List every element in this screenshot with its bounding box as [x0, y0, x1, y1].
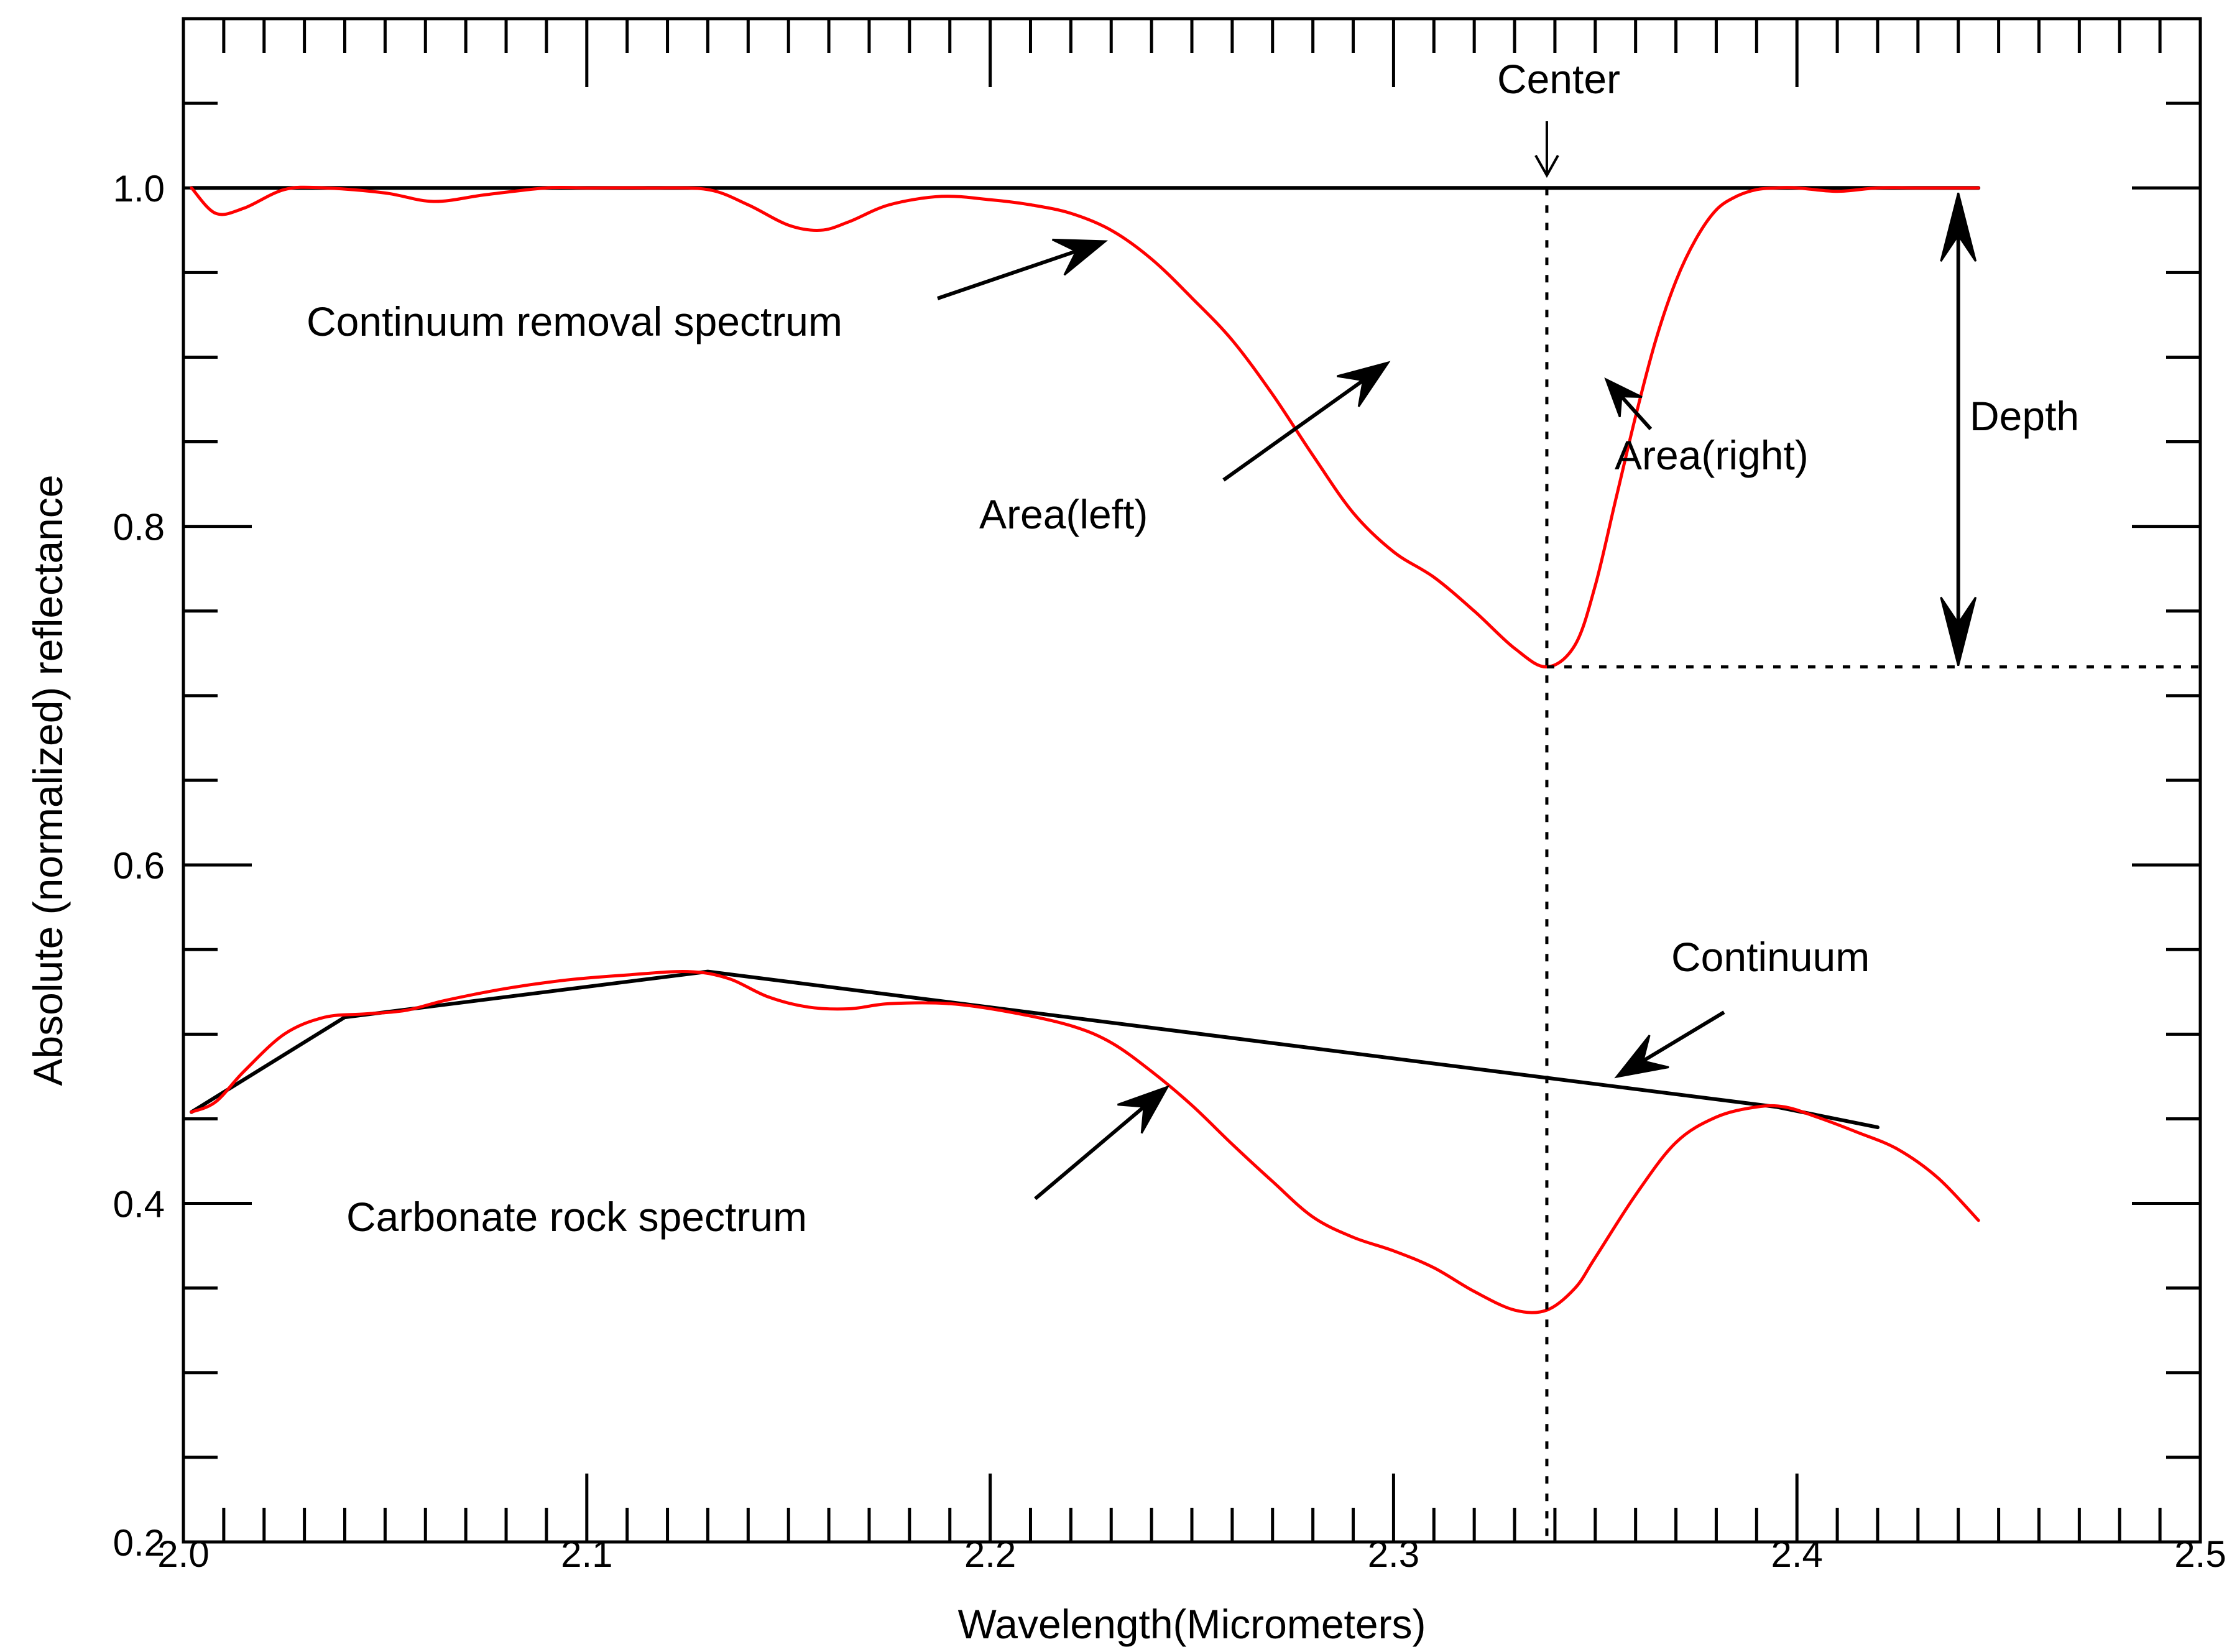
- continuum-removal-arrow-shaft: [937, 248, 1081, 300]
- axis-ticks: [182, 17, 2202, 1544]
- x-tick-label: 2.5: [2174, 1533, 2226, 1575]
- center-arrow-head: [1534, 155, 1559, 178]
- area-left-arrow-shaft: [1222, 377, 1367, 482]
- x-tick-label: 2.3: [1368, 1533, 1419, 1575]
- area-right-arrow-head: [1604, 377, 1643, 418]
- y-axis-title: Absolute (normalized) reflectance: [25, 474, 71, 1086]
- series-continuum: [190, 969, 1880, 1130]
- continuum-removal-arrow-head: [1051, 238, 1109, 276]
- depth-arrow-head-top: [1940, 192, 1977, 262]
- series-continuum-removal-spectrum: [190, 185, 1980, 669]
- area-left-arrow-head: [1337, 361, 1391, 407]
- area-right-arrow-shaft: [1618, 393, 1653, 431]
- continuum-arrow-shaft: [1639, 1010, 1725, 1064]
- x-tick-label: 2.0: [157, 1533, 209, 1575]
- annotation-area-right: Area(right): [1615, 432, 1809, 478]
- depth-arrow-head-bottom: [1940, 596, 1977, 666]
- annotation-carbonate-rock-spectrum: Carbonate rock spectrum: [346, 1194, 807, 1240]
- continuum-arrow-head: [1614, 1035, 1669, 1079]
- annotation-center: Center: [1497, 56, 1620, 102]
- x-tick-label: 2.1: [561, 1533, 612, 1575]
- y-tick-label: 0.4: [113, 1184, 165, 1225]
- annotation-continuum: Continuum: [1671, 934, 1870, 980]
- carbonate-arrow-head: [1117, 1085, 1170, 1134]
- y-tick-label: 0.8: [113, 507, 165, 548]
- x-tick-label: 2.4: [1771, 1533, 1822, 1575]
- x-axis-title: Wavelength(Micrometers): [957, 1601, 1426, 1647]
- series-layer: [190, 185, 1981, 1314]
- y-tick-label: 0.6: [113, 845, 165, 887]
- series-carbonate-rock-spectrum: [190, 969, 1980, 1314]
- annotation-markers: [937, 121, 2200, 1542]
- annotation-continuum-removal-spectrum: Continuum removal spectrum: [307, 298, 842, 344]
- y-tick-label: 0.2: [113, 1522, 165, 1564]
- y-tick-label: 1.0: [113, 168, 165, 210]
- x-tick-label: 2.2: [964, 1533, 1016, 1575]
- annotation-depth: Depth: [1970, 393, 2079, 439]
- annotation-area-left: Area(left): [979, 491, 1148, 537]
- plot-frame: [182, 17, 2202, 1544]
- carbonate-arrow-shaft: [1034, 1103, 1148, 1201]
- axis-tick-labels: 2.0 2.1 2.2 2.3 2.4 2.5 0.2 0.4 0.6 0.8 1.0: [113, 168, 2226, 1575]
